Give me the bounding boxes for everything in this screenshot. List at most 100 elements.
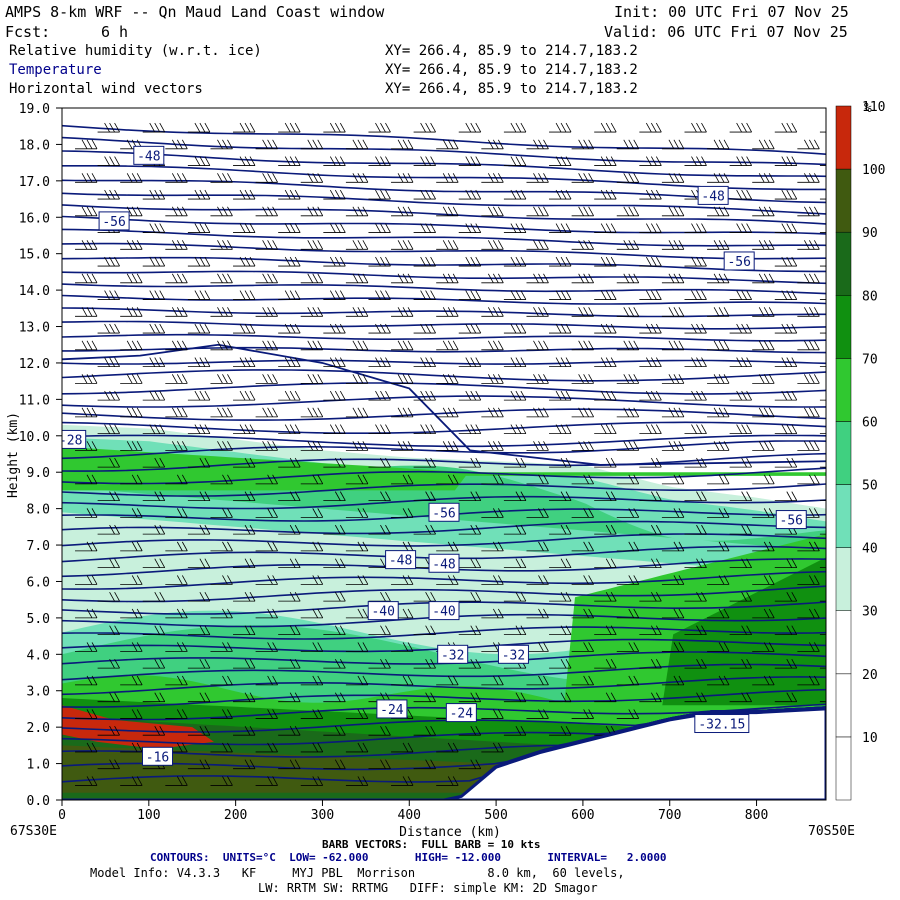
wind-barb-feather	[425, 524, 431, 535]
wind-barb	[278, 558, 301, 569]
wind-barb	[819, 198, 826, 200]
wind-barb-feather	[610, 390, 617, 401]
wind-barb-feather	[385, 256, 391, 267]
wind-barb	[481, 206, 504, 217]
wind-barb	[571, 407, 594, 418]
wind-barb-feather	[317, 709, 324, 719]
wind-barb-feather	[691, 424, 697, 434]
wind-barb	[75, 206, 98, 217]
wind-barb-feather	[284, 424, 291, 434]
wind-barb-feather	[204, 692, 211, 702]
wind-barb-feather	[718, 541, 725, 552]
wind-barb-feather	[650, 122, 657, 133]
wind-barb	[729, 223, 752, 233]
wind-barb	[571, 240, 594, 250]
wind-barb	[233, 424, 256, 435]
wind-barb-feather	[701, 156, 707, 166]
wind-barb-feather	[650, 390, 657, 401]
wind-barb-feather	[673, 508, 680, 518]
temperature-contour	[62, 333, 826, 342]
wind-barb	[345, 709, 369, 719]
wind-barb	[729, 491, 752, 502]
wind-barb-feather	[492, 240, 499, 250]
wind-barb-feather	[543, 340, 549, 351]
wind-barb-feather	[696, 323, 702, 334]
wind-barb-feather	[452, 441, 459, 451]
wind-barb-feather	[136, 608, 143, 619]
contour-label: -56	[428, 502, 460, 522]
wind-barb-feather	[628, 675, 635, 686]
wind-barb	[481, 508, 504, 518]
wind-barb-feather	[475, 189, 482, 200]
wind-barb-feather	[713, 273, 720, 284]
wind-barb	[278, 256, 301, 267]
wind-barb	[391, 273, 414, 284]
wind-barb-feather	[244, 692, 251, 702]
wind-barb-feather	[334, 122, 341, 133]
wind-barb-feather	[109, 625, 115, 635]
wind-barb-feather	[655, 156, 662, 166]
wind-barb-feather	[741, 491, 747, 501]
wind-barb	[120, 441, 143, 451]
wind-barb	[661, 340, 685, 351]
wind-barb-feather	[402, 675, 409, 686]
wind-barb-feather	[492, 206, 499, 217]
wind-barb	[639, 524, 662, 535]
wind-barb-feather	[385, 625, 391, 635]
wind-barb-feather	[470, 692, 477, 702]
wind-barb-feather	[655, 122, 662, 133]
wind-barb-feather	[718, 240, 725, 250]
wind-barb-feather	[380, 390, 386, 401]
wind-barb	[616, 307, 640, 317]
wind-barb-feather	[623, 374, 630, 384]
wind-barb-feather	[701, 323, 707, 334]
wind-barb-feather	[497, 240, 504, 250]
wind-barb-feather	[86, 407, 93, 418]
wind-barb-feather	[650, 524, 657, 535]
wind-barb-feather	[407, 474, 414, 485]
wind-barb-feather	[204, 524, 211, 535]
wind-barb-feather	[91, 240, 98, 250]
wind-barb	[752, 407, 775, 418]
wind-barb-feather	[136, 374, 143, 384]
wind-barb	[616, 273, 640, 284]
wind-barb-feather	[791, 625, 798, 635]
wind-barb-feather	[380, 223, 386, 233]
wind-barb-feather	[701, 692, 707, 702]
wind-barb	[255, 776, 278, 786]
wind-barb-feather	[222, 139, 228, 149]
wind-barb	[752, 240, 775, 250]
wind-barb-feather	[520, 524, 527, 535]
wind-barb-feather	[294, 156, 301, 166]
wind-barb-feather	[329, 390, 336, 401]
colorbar-tick-label: 10	[862, 731, 878, 746]
wind-barb-feather	[154, 625, 161, 635]
wind-barb	[616, 173, 640, 183]
wind-barb-feather	[244, 491, 251, 501]
wind-barb-feather	[713, 374, 720, 384]
wind-barb-feather	[267, 340, 273, 351]
wind-barb-feather	[791, 692, 798, 702]
wind-barb-feather	[227, 642, 233, 652]
wind-barb-feather	[176, 441, 183, 451]
contour-label: -32	[497, 644, 529, 664]
wind-barb	[819, 533, 826, 535]
wind-barb-feather	[538, 474, 544, 485]
wind-barb	[819, 265, 826, 267]
wind-barb-feather	[114, 424, 120, 434]
wind-barb-feather	[317, 307, 324, 317]
wind-barb-feather	[339, 625, 346, 635]
wind-barb-feather	[696, 390, 702, 401]
wind-barb	[797, 474, 820, 485]
wind-barb-feather	[159, 357, 166, 367]
wind-barb	[255, 508, 278, 518]
wind-barb-feather	[154, 457, 161, 468]
wind-barb-feather	[181, 407, 188, 418]
wind-barb	[120, 608, 143, 619]
wind-barb	[323, 390, 346, 401]
init-time: Init: 00 UTC Fri 07 Nov 25	[614, 3, 849, 21]
wind-barb-feather	[718, 675, 725, 686]
wind-barb	[210, 575, 233, 585]
wind-barb-feather	[533, 273, 539, 284]
wind-barb-feather	[578, 307, 584, 317]
